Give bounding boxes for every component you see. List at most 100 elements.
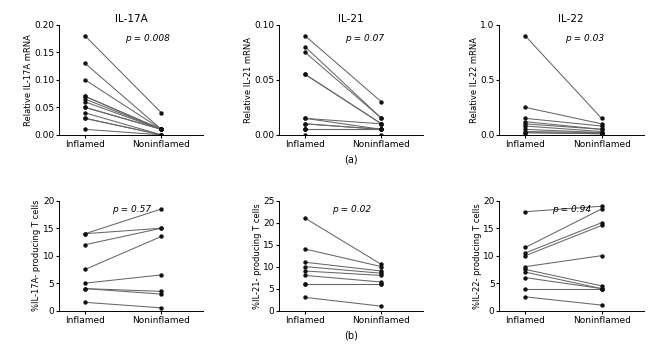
Point [597, 206, 607, 212]
Point [376, 126, 387, 132]
Point [156, 233, 166, 239]
Point [156, 206, 166, 212]
Title: IL-17A: IL-17A [114, 14, 148, 24]
Point [80, 77, 90, 83]
Point [80, 99, 90, 105]
Point [597, 121, 607, 127]
Point [80, 116, 90, 121]
Point [80, 105, 90, 110]
Point [520, 294, 530, 300]
Point [156, 132, 166, 138]
Point [597, 286, 607, 291]
Text: p = 0.94: p = 0.94 [552, 205, 591, 214]
Point [300, 132, 311, 138]
Point [376, 126, 387, 132]
Point [80, 96, 90, 102]
Point [597, 130, 607, 136]
Point [80, 267, 90, 272]
Text: p = 0.02: p = 0.02 [332, 205, 371, 214]
Y-axis label: Relative IL-21 mRNA: Relative IL-21 mRNA [244, 37, 253, 123]
Point [300, 281, 311, 287]
Point [376, 126, 387, 132]
Point [156, 126, 166, 132]
Point [80, 231, 90, 237]
Point [376, 303, 387, 309]
Point [300, 126, 311, 132]
Point [376, 121, 387, 127]
Point [156, 132, 166, 138]
Point [597, 131, 607, 137]
Point [376, 279, 387, 285]
Y-axis label: %IL-21- producing T cells: %IL-21- producing T cells [253, 203, 261, 308]
Text: p = 0.03: p = 0.03 [565, 34, 604, 43]
Point [597, 223, 607, 228]
Point [376, 281, 387, 287]
Point [376, 273, 387, 278]
Point [376, 270, 387, 276]
Text: (b): (b) [344, 330, 358, 340]
Point [80, 280, 90, 286]
Point [156, 110, 166, 116]
Point [520, 286, 530, 291]
Point [300, 246, 311, 252]
Point [376, 262, 387, 267]
Point [520, 250, 530, 256]
Point [300, 116, 311, 121]
Point [520, 116, 530, 121]
Point [80, 94, 90, 99]
Point [597, 129, 607, 134]
Point [597, 253, 607, 258]
Point [520, 130, 530, 136]
Point [156, 126, 166, 132]
Point [520, 267, 530, 272]
Point [300, 126, 311, 132]
Point [300, 264, 311, 270]
Point [597, 302, 607, 308]
Point [597, 286, 607, 291]
Point [520, 123, 530, 129]
Point [376, 268, 387, 274]
Point [300, 44, 311, 50]
Text: p = 0.57: p = 0.57 [112, 205, 151, 214]
Point [300, 71, 311, 77]
Point [300, 295, 311, 300]
Point [156, 126, 166, 132]
Point [376, 126, 387, 132]
Point [300, 273, 311, 278]
Point [597, 126, 607, 132]
Point [80, 61, 90, 66]
Point [300, 281, 311, 287]
Y-axis label: %IL-22- producing T cells: %IL-22- producing T cells [473, 203, 482, 308]
Point [156, 126, 166, 132]
Point [597, 123, 607, 129]
Point [597, 116, 607, 121]
Point [597, 131, 607, 137]
Point [80, 286, 90, 291]
Point [300, 126, 311, 132]
Y-axis label: %IL-17A- producing T cells: %IL-17A- producing T cells [32, 200, 42, 311]
Point [156, 126, 166, 132]
Point [156, 288, 166, 294]
Point [300, 71, 311, 77]
Point [520, 121, 530, 127]
Text: p = 0.07: p = 0.07 [345, 34, 384, 43]
Point [156, 132, 166, 138]
Point [597, 220, 607, 226]
Point [80, 231, 90, 237]
Point [80, 105, 90, 110]
Point [80, 126, 90, 132]
Point [376, 281, 387, 287]
Y-axis label: Relative IL-17A mRNA: Relative IL-17A mRNA [24, 34, 32, 126]
Point [520, 129, 530, 134]
Point [300, 33, 311, 39]
Point [376, 116, 387, 121]
Point [520, 130, 530, 136]
Point [300, 260, 311, 265]
Point [156, 126, 166, 132]
Point [156, 126, 166, 132]
Point [597, 126, 607, 132]
Point [520, 253, 530, 258]
Point [376, 126, 387, 132]
Point [300, 121, 311, 127]
Point [376, 132, 387, 138]
